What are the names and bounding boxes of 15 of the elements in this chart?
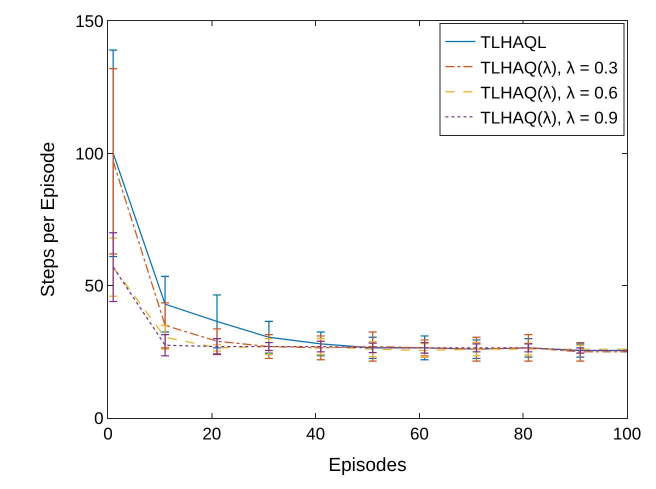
y-tick-label: 0: [94, 408, 104, 428]
legend-label: TLHAQ(λ), λ = 0.9: [480, 108, 618, 128]
y-tick-label: 50: [84, 276, 104, 296]
legend-label: TLHAQ(λ), λ = 0.6: [480, 83, 618, 102]
x-axis-title: Episodes: [328, 455, 407, 476]
y-axis-title: Steps per Episode: [38, 142, 60, 298]
x-tick-label: 60: [410, 424, 429, 444]
x-tick-label: 40: [306, 424, 326, 444]
x-tick-label: 80: [514, 424, 533, 444]
x-tick-label: 100: [612, 424, 642, 444]
y-tick-label: 150: [75, 12, 104, 31]
y-tick-label: 100: [75, 144, 104, 164]
legend-label: TLHAQ(λ), λ = 0.3: [480, 58, 618, 78]
x-tick-label: 20: [202, 424, 222, 444]
legend-label: TLHAQL: [480, 33, 547, 52]
